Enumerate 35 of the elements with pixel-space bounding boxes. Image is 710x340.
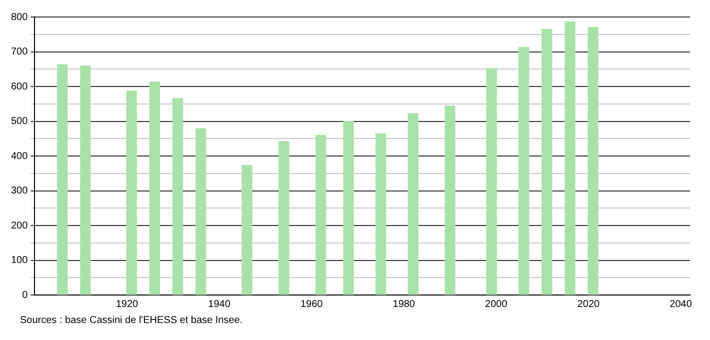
bar <box>518 46 530 295</box>
bar <box>542 28 552 295</box>
bar <box>242 165 252 295</box>
y-tick-label: 600 <box>10 81 28 92</box>
bar <box>172 98 184 295</box>
bar <box>444 106 456 295</box>
bar <box>149 82 160 295</box>
x-tick-label: 1940 <box>208 298 231 310</box>
x-tick-label: 1960 <box>300 298 324 310</box>
y-tick-label: 300 <box>10 186 28 196</box>
bar <box>588 27 598 295</box>
x-tick-label: 2020 <box>577 298 600 310</box>
y-tick-label: 200 <box>10 220 28 232</box>
bar <box>564 22 576 295</box>
bar <box>80 66 91 295</box>
bar <box>195 128 206 295</box>
y-tick-label: 800 <box>10 12 28 23</box>
y-tick-label: 100 <box>10 255 28 266</box>
x-tick-label: 1920 <box>116 298 139 310</box>
bar <box>57 64 68 295</box>
source-note: Sources : base Cassini de l'EHESS et base Insee. <box>20 315 244 326</box>
x-tick-label: 2000 <box>485 298 508 310</box>
bar <box>375 133 386 295</box>
x-tick-label: 1980 <box>392 298 416 310</box>
bar <box>315 134 326 295</box>
bar <box>278 141 290 295</box>
x-tick-label: 2040 <box>670 298 692 310</box>
bar <box>408 113 418 295</box>
y-tick-label: 500 <box>10 116 28 127</box>
y-tick-label: 0 <box>22 290 28 301</box>
y-tick-label: 700 <box>10 46 28 58</box>
bar <box>126 90 137 295</box>
bar <box>343 120 354 295</box>
bar <box>486 68 497 295</box>
y-tick-label: 400 <box>10 150 28 162</box>
